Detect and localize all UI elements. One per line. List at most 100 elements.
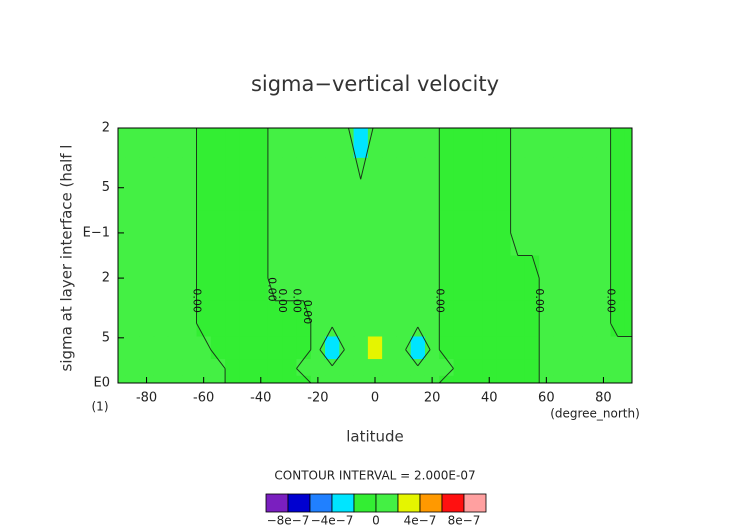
field-cell — [453, 336, 469, 360]
field-cell — [482, 210, 497, 256]
field-cell — [524, 210, 540, 256]
colorbar-box — [331, 493, 355, 513]
colorbar-box — [265, 493, 289, 513]
field-cell — [310, 157, 326, 211]
field-cell — [325, 336, 340, 360]
field-cell — [596, 359, 612, 377]
contour-label: 0.00 — [276, 288, 289, 313]
contour-label: 0.00 — [533, 288, 546, 313]
field-cell — [382, 300, 397, 337]
colorbar-box — [375, 493, 399, 513]
field-cell — [582, 336, 597, 360]
field-cell — [467, 210, 483, 256]
field-cell — [182, 210, 198, 256]
field-cell — [396, 359, 412, 377]
field-cell — [553, 210, 569, 256]
field-cell — [524, 128, 540, 159]
field-cell — [225, 157, 240, 211]
field-cell — [424, 210, 440, 256]
field-cell — [567, 375, 583, 384]
y-tick-label: E−1 — [83, 225, 110, 240]
field-cell — [453, 300, 469, 337]
field-cell — [210, 375, 226, 384]
field-cell — [339, 210, 355, 256]
field-cell — [353, 210, 369, 256]
contour-label: 0.00 — [191, 288, 204, 313]
field-cell — [125, 336, 140, 360]
field-cell — [424, 157, 440, 211]
field-cell — [424, 359, 440, 377]
field-cell — [496, 359, 512, 377]
field-cell — [153, 128, 169, 159]
field-cell — [239, 128, 255, 159]
field-cell — [125, 375, 140, 384]
field-cell — [225, 336, 240, 360]
field-cell — [225, 300, 240, 337]
field-cell — [118, 300, 126, 337]
field-cell — [382, 210, 397, 256]
field-cell — [239, 300, 255, 337]
field-cell — [282, 255, 297, 302]
field-cell — [382, 336, 397, 360]
field-cell — [610, 255, 626, 302]
field-cell — [253, 359, 269, 377]
contour-label: 0.00 — [265, 277, 278, 302]
field-cell — [353, 128, 369, 159]
field-cell — [596, 128, 612, 159]
field-cell — [225, 128, 240, 159]
colorbar-tick-label: −4e−7 — [311, 514, 354, 528]
field-cell — [296, 255, 312, 302]
field-cell — [325, 359, 340, 377]
field-cell — [210, 359, 226, 377]
field-cell — [296, 128, 312, 159]
x-tick-label: -40 — [250, 391, 271, 406]
field-cell — [239, 375, 255, 384]
x-axis-label: latitude — [346, 428, 404, 446]
field-cell — [524, 375, 540, 384]
field-cell — [382, 359, 397, 377]
field-cell — [153, 375, 169, 384]
field-cell — [253, 128, 269, 159]
field-cell — [467, 336, 483, 360]
field-cell — [510, 336, 526, 360]
field-cell — [496, 300, 512, 337]
x-tick-label: 0 — [371, 391, 379, 406]
field-cell — [139, 300, 155, 337]
field-cell — [239, 359, 255, 377]
colorbar-box — [309, 493, 333, 513]
field-cell — [367, 336, 383, 360]
field-cell — [118, 157, 126, 211]
field-cell — [382, 255, 397, 302]
field-cell — [467, 255, 483, 302]
field-cell — [553, 359, 569, 377]
field-cell — [125, 255, 140, 302]
field-cell — [167, 128, 183, 159]
field-cell — [139, 359, 155, 377]
field-cell — [239, 157, 255, 211]
field-cell — [510, 359, 526, 377]
field-cell — [196, 336, 212, 360]
field-cell — [582, 300, 597, 337]
field-cell — [524, 359, 540, 377]
field-cell — [453, 157, 469, 211]
field-cell — [353, 157, 369, 211]
field-cell — [125, 210, 140, 256]
field-cell — [596, 300, 612, 337]
field-cell — [196, 157, 212, 211]
field-cell — [539, 336, 554, 360]
field-cell — [310, 255, 326, 302]
field-cell — [118, 336, 126, 360]
field-cell — [182, 300, 198, 337]
field-cell — [182, 336, 198, 360]
field-cell — [396, 128, 412, 159]
field-cell — [553, 375, 569, 384]
field-cell — [282, 157, 297, 211]
field-cell — [410, 210, 426, 256]
field-cell — [253, 157, 269, 211]
field-cell — [167, 336, 183, 360]
field-cell — [553, 128, 569, 159]
colorbar-box — [287, 493, 311, 513]
field-cell — [353, 375, 369, 384]
field-cell — [153, 359, 169, 377]
field-cell — [196, 255, 212, 302]
